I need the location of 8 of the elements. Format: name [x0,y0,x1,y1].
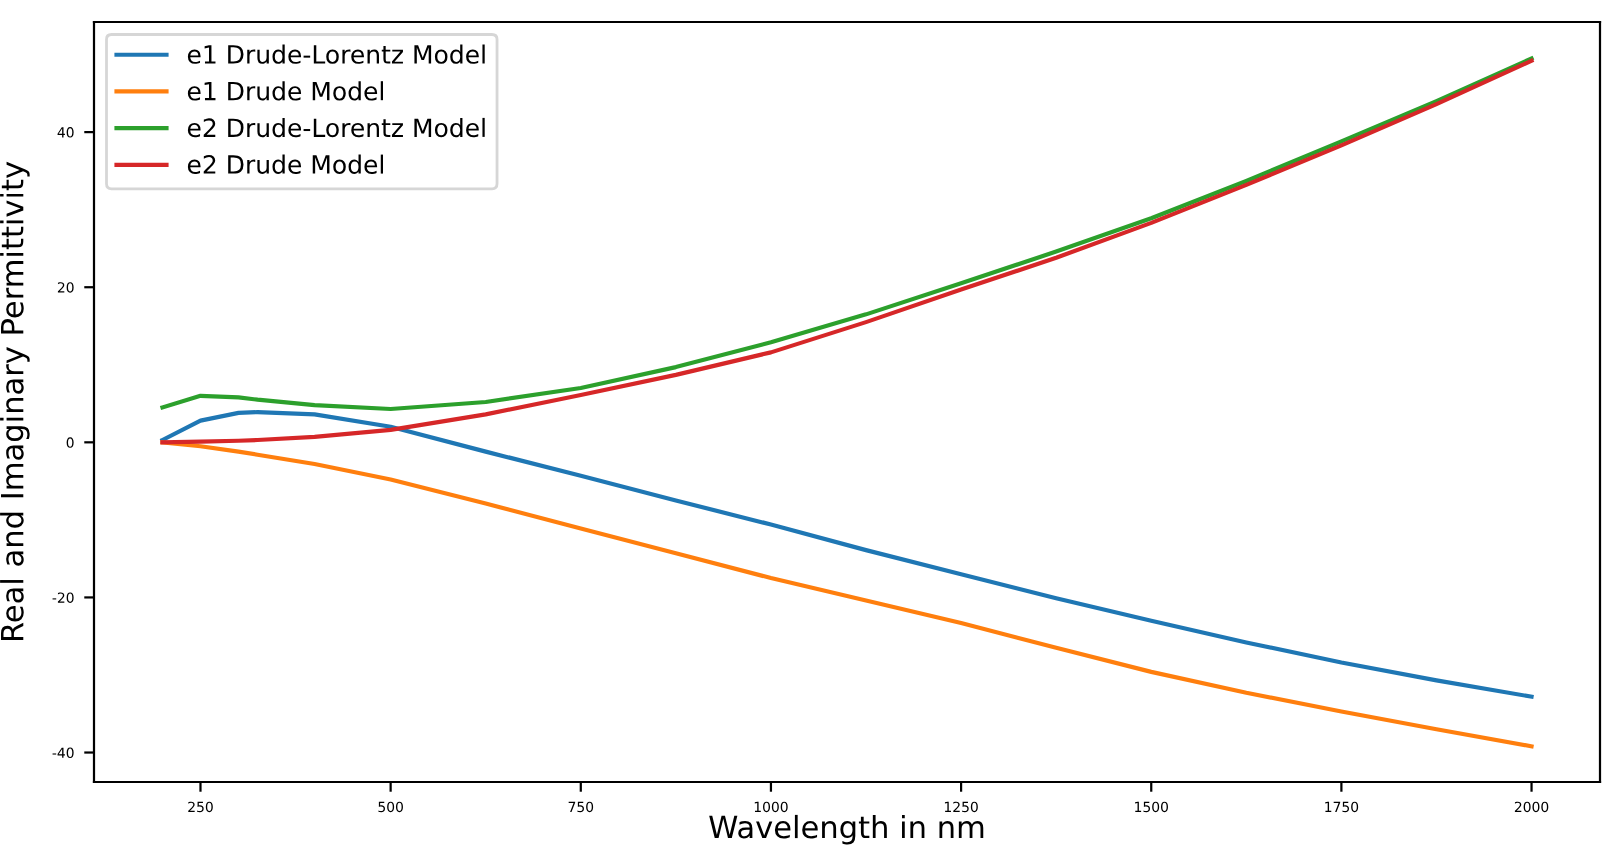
legend-label: e2 Drude Model [187,154,384,174]
legend-label: e2 Drude-Lorentz Model [187,117,485,138]
line-series [160,409,1534,699]
x-axis-title: Wavelength in nm [709,814,984,845]
legend-label: e1 Drude-Lorentz Model [187,44,485,64]
legend-label: e1 Drude Model [187,81,384,101]
y-axis-title: Real and Imaginary Permittivity [0,161,30,641]
line-series [160,440,1534,749]
